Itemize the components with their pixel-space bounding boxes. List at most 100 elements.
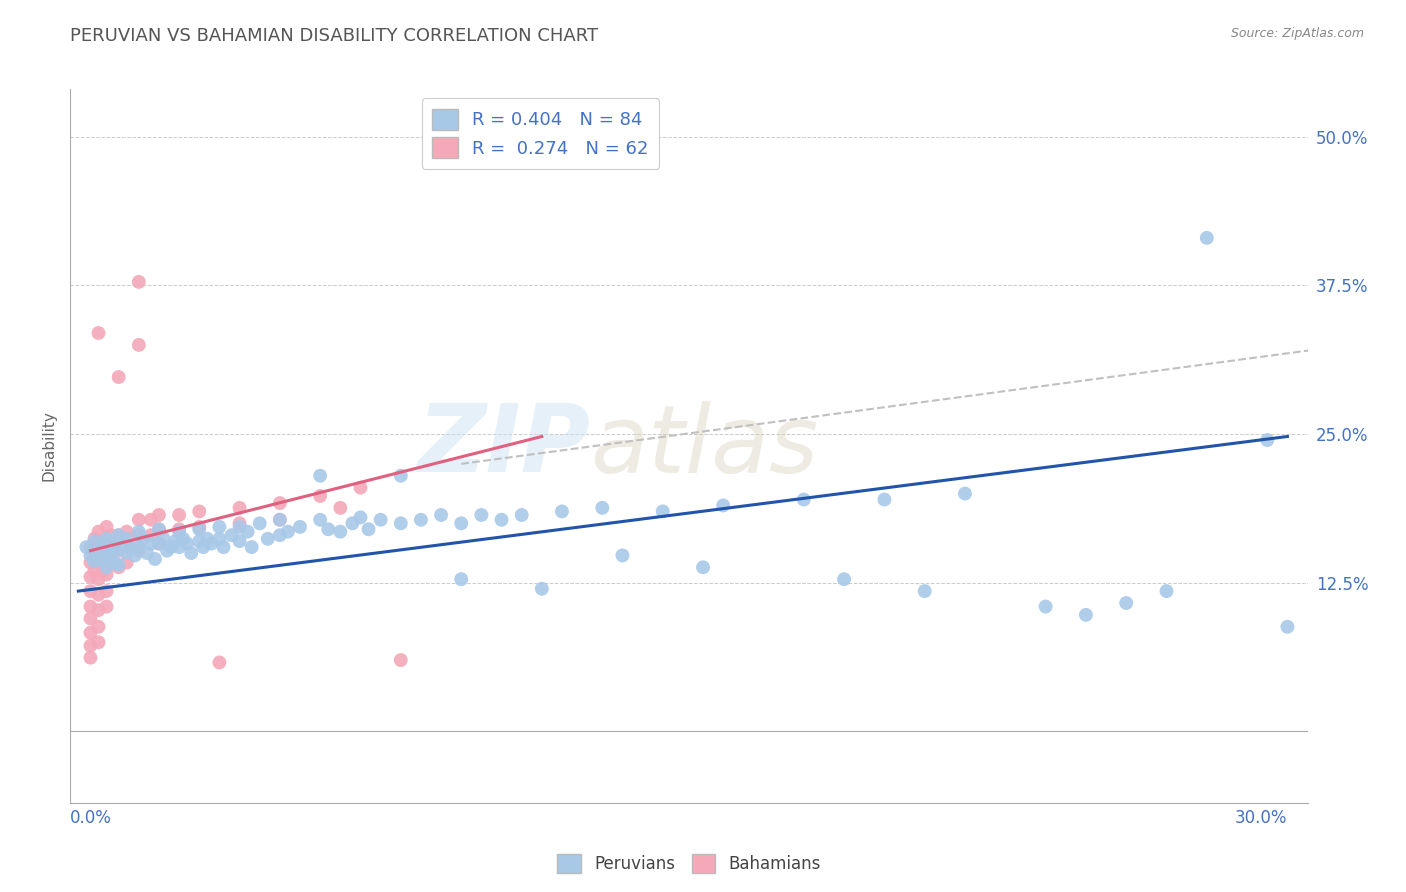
- Point: [389, 653, 412, 667]
- Point: [100, 543, 122, 558]
- Point: [269, 513, 291, 527]
- Point: [450, 572, 472, 586]
- Point: [288, 520, 311, 534]
- Point: [349, 510, 371, 524]
- Text: Source: ZipAtlas.com: Source: ZipAtlas.com: [1230, 27, 1364, 40]
- Point: [79, 549, 101, 563]
- Point: [79, 611, 101, 625]
- Point: [148, 522, 170, 536]
- Point: [1156, 584, 1178, 599]
- Point: [156, 543, 179, 558]
- Point: [100, 534, 122, 549]
- Point: [228, 520, 250, 534]
- Point: [269, 513, 291, 527]
- Point: [167, 540, 190, 554]
- Point: [96, 560, 118, 574]
- Point: [160, 540, 183, 554]
- Point: [329, 500, 352, 515]
- Point: [148, 522, 170, 536]
- Point: [87, 543, 110, 558]
- Point: [91, 549, 114, 563]
- Point: [87, 620, 110, 634]
- Point: [165, 534, 187, 549]
- Point: [953, 486, 976, 500]
- Point: [83, 554, 105, 568]
- Point: [551, 504, 574, 518]
- Point: [87, 326, 110, 340]
- Point: [1195, 231, 1218, 245]
- Point: [115, 546, 138, 560]
- Point: [450, 516, 472, 531]
- Point: [107, 542, 129, 557]
- Point: [430, 508, 453, 522]
- Point: [269, 496, 291, 510]
- Point: [107, 528, 129, 542]
- Point: [409, 513, 432, 527]
- Point: [342, 516, 364, 531]
- Point: [240, 540, 263, 554]
- Point: [128, 513, 150, 527]
- Point: [316, 522, 339, 536]
- Point: [120, 540, 142, 554]
- Point: [79, 540, 101, 554]
- Point: [79, 599, 101, 614]
- Point: [87, 524, 110, 539]
- Point: [692, 560, 714, 574]
- Point: [115, 532, 138, 546]
- Point: [195, 532, 218, 546]
- Point: [96, 567, 118, 582]
- Point: [793, 492, 815, 507]
- Point: [91, 536, 114, 550]
- Point: [309, 513, 332, 527]
- Point: [188, 504, 211, 518]
- Point: [128, 275, 150, 289]
- Point: [167, 508, 190, 522]
- Point: [188, 534, 211, 549]
- Point: [83, 534, 105, 549]
- Point: [200, 536, 222, 550]
- Point: [591, 500, 613, 515]
- Point: [167, 522, 190, 536]
- Point: [96, 552, 118, 566]
- Point: [91, 564, 114, 578]
- Text: atlas: atlas: [591, 401, 818, 491]
- Point: [832, 572, 855, 586]
- Point: [79, 584, 101, 599]
- Point: [228, 500, 250, 515]
- Point: [470, 508, 492, 522]
- Text: 0.0%: 0.0%: [70, 809, 112, 827]
- Point: [100, 558, 122, 572]
- Point: [128, 524, 150, 539]
- Point: [491, 513, 513, 527]
- Point: [96, 536, 118, 550]
- Point: [277, 524, 299, 539]
- Point: [124, 549, 146, 563]
- Point: [139, 536, 162, 550]
- Point: [357, 522, 380, 536]
- Point: [128, 528, 150, 542]
- Point: [87, 540, 110, 554]
- Point: [914, 584, 936, 599]
- Point: [188, 520, 211, 534]
- Point: [115, 540, 138, 554]
- Point: [128, 338, 150, 352]
- Point: [269, 528, 291, 542]
- Point: [83, 564, 105, 578]
- Point: [91, 534, 114, 549]
- Point: [188, 522, 211, 536]
- Point: [91, 552, 114, 566]
- Point: [530, 582, 553, 596]
- Point: [221, 528, 243, 542]
- Point: [180, 546, 202, 560]
- Point: [612, 549, 634, 563]
- Point: [96, 546, 118, 560]
- Text: 30.0%: 30.0%: [1234, 809, 1288, 827]
- Point: [115, 524, 138, 539]
- Point: [107, 543, 129, 558]
- Point: [148, 508, 170, 522]
- Text: PERUVIAN VS BAHAMIAN DISABILITY CORRELATION CHART: PERUVIAN VS BAHAMIAN DISABILITY CORRELAT…: [70, 27, 599, 45]
- Point: [208, 520, 231, 534]
- Point: [1277, 620, 1299, 634]
- Point: [389, 516, 412, 531]
- Point: [107, 558, 129, 572]
